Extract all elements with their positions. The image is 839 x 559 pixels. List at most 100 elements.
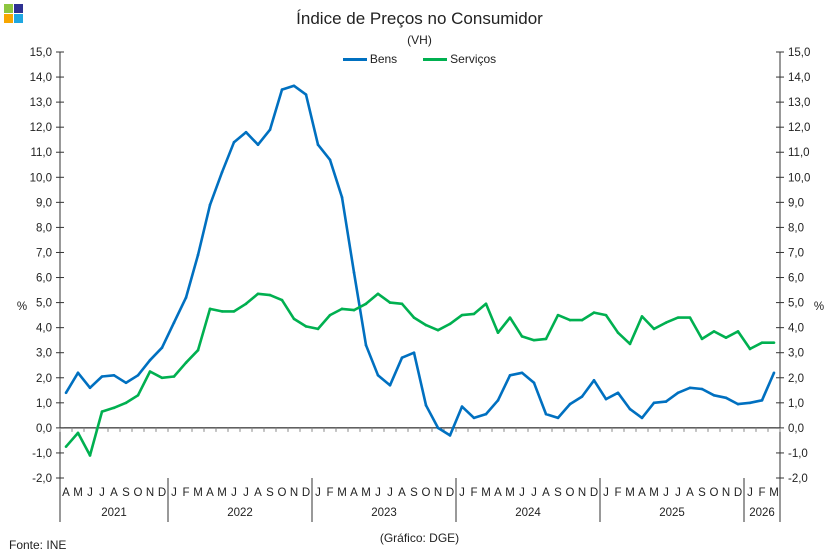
data-point bbox=[664, 321, 668, 324]
data-point bbox=[712, 394, 716, 397]
y-tick-label: 1,0 bbox=[36, 398, 52, 410]
year-label: 2022 bbox=[227, 507, 253, 519]
legend-item-bens: Bens bbox=[342, 52, 398, 66]
data-point bbox=[64, 445, 68, 448]
y-tick-label: 7,0 bbox=[36, 247, 52, 259]
data-point bbox=[172, 375, 176, 378]
data-point bbox=[628, 342, 632, 346]
y-tick-label: 6,0 bbox=[36, 273, 52, 285]
data-point bbox=[544, 412, 548, 416]
x-tick-label: D bbox=[590, 487, 598, 499]
data-point bbox=[400, 302, 404, 306]
y-axis-label: % bbox=[17, 301, 27, 313]
data-point bbox=[388, 383, 392, 387]
data-point bbox=[688, 316, 692, 319]
x-tick-label: M bbox=[769, 487, 779, 499]
data-point bbox=[328, 313, 332, 317]
data-point bbox=[88, 386, 92, 390]
data-point bbox=[736, 402, 740, 406]
y-tick-label: 0,0 bbox=[36, 423, 52, 435]
data-point bbox=[604, 313, 608, 317]
x-tick-label: D bbox=[158, 487, 166, 499]
y-tick-label-right: 3,0 bbox=[788, 348, 804, 360]
data-point bbox=[724, 336, 728, 339]
data-point bbox=[388, 301, 392, 304]
x-tick-label: J bbox=[171, 487, 177, 499]
x-tick-label: F bbox=[470, 487, 477, 499]
data-point bbox=[244, 302, 248, 306]
y-tick-label-right: 15,0 bbox=[788, 47, 810, 59]
data-point bbox=[496, 399, 500, 402]
chart-title: Índice de Preços no Consumidor bbox=[296, 9, 543, 28]
x-tick-label: J bbox=[87, 487, 93, 499]
logo bbox=[4, 4, 24, 24]
legend-label: Bens bbox=[369, 52, 398, 66]
y-tick-label: 13,0 bbox=[30, 97, 52, 109]
data-point bbox=[208, 307, 212, 311]
data-point bbox=[652, 327, 656, 331]
data-point bbox=[580, 318, 584, 322]
y-tick-label-right: 6,0 bbox=[788, 273, 804, 285]
data-point bbox=[676, 316, 680, 319]
data-point bbox=[520, 335, 524, 338]
data-point bbox=[112, 373, 116, 377]
y-tick-label-right: 14,0 bbox=[788, 72, 810, 84]
legend-label: Serviços bbox=[450, 52, 497, 66]
x-tick-label: D bbox=[734, 487, 742, 499]
data-point bbox=[316, 143, 320, 147]
x-tick-label: S bbox=[554, 487, 562, 499]
data-point bbox=[412, 316, 416, 319]
y-tick-label-right: -1,0 bbox=[788, 448, 808, 460]
x-tick-label: O bbox=[710, 487, 719, 499]
legend-swatch bbox=[342, 57, 367, 61]
data-point bbox=[304, 325, 308, 328]
x-tick-label: A bbox=[638, 487, 646, 499]
data-point bbox=[628, 407, 632, 411]
data-point bbox=[592, 378, 596, 382]
data-point bbox=[652, 401, 656, 405]
y-tick-label: 2,0 bbox=[36, 373, 52, 385]
y-tick-label: 12,0 bbox=[30, 122, 52, 134]
x-tick-label: J bbox=[747, 487, 753, 499]
data-point bbox=[196, 253, 200, 257]
data-point bbox=[700, 387, 704, 391]
data-point bbox=[220, 310, 224, 313]
year-label: 2026 bbox=[749, 507, 775, 519]
y-tick-label-right: 10,0 bbox=[788, 172, 810, 184]
x-tick-label: A bbox=[686, 487, 694, 499]
data-point bbox=[532, 338, 536, 342]
data-point bbox=[232, 310, 236, 313]
x-tick-label: J bbox=[663, 487, 669, 499]
data-point bbox=[88, 454, 92, 457]
data-point bbox=[136, 373, 140, 377]
y-tick-label: 3,0 bbox=[36, 348, 52, 360]
x-tick-label: J bbox=[99, 487, 105, 499]
x-tick-label: J bbox=[603, 487, 609, 499]
data-point bbox=[544, 337, 548, 341]
data-point bbox=[112, 406, 116, 410]
data-point bbox=[160, 376, 164, 380]
x-tick-label: A bbox=[206, 487, 214, 499]
x-tick-label: N bbox=[146, 487, 154, 499]
data-point bbox=[244, 130, 248, 134]
x-tick-label: A bbox=[254, 487, 262, 499]
x-tick-label: A bbox=[398, 487, 406, 499]
y-tick-label: 10,0 bbox=[30, 172, 52, 184]
data-point bbox=[400, 356, 404, 360]
y-tick-label: 11,0 bbox=[30, 147, 52, 159]
data-point bbox=[460, 405, 464, 408]
logo-square bbox=[4, 4, 13, 13]
data-point bbox=[268, 128, 272, 131]
x-tick-label: M bbox=[625, 487, 635, 499]
data-point bbox=[748, 401, 752, 405]
y-tick-label: -1,0 bbox=[32, 448, 52, 460]
data-point bbox=[640, 416, 644, 420]
data-point bbox=[760, 399, 764, 402]
data-point bbox=[580, 395, 584, 398]
data-point bbox=[448, 434, 452, 437]
data-point bbox=[220, 170, 224, 174]
x-tick-label: J bbox=[675, 487, 681, 499]
data-point bbox=[76, 371, 80, 375]
x-tick-label: N bbox=[722, 487, 730, 499]
